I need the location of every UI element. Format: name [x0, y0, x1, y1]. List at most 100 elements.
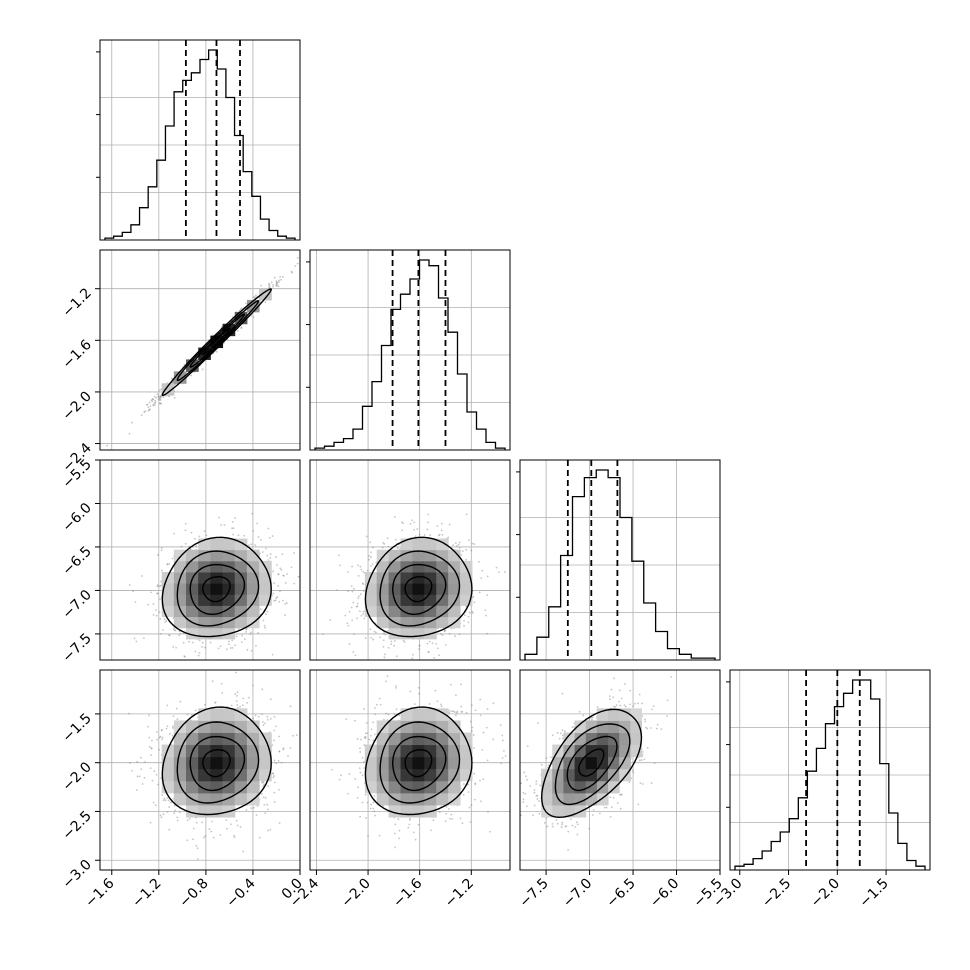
panel-frame — [309, 459, 511, 661]
density-cell — [161, 744, 175, 758]
x-tick-label: −2.5 — [759, 876, 794, 911]
density-cell — [619, 768, 631, 782]
density-cell — [186, 732, 199, 746]
density-cell — [173, 780, 187, 794]
density-cell — [173, 560, 187, 573]
density-cell — [585, 792, 598, 806]
density-cell — [541, 792, 553, 806]
density-cell — [412, 549, 425, 562]
density-cell — [412, 594, 425, 606]
density-cell — [400, 627, 413, 640]
contour-0.5-sigma — [201, 327, 231, 356]
density-cell — [222, 594, 236, 606]
density-cell — [210, 804, 224, 818]
density-cell — [412, 571, 425, 584]
density-cell — [412, 627, 425, 640]
y-tick-label: −1.5 — [59, 710, 94, 745]
density-cell — [222, 708, 236, 721]
panel-frame — [309, 669, 511, 871]
contour-1-sigma — [189, 313, 246, 368]
density-cell — [173, 616, 187, 629]
density-cell — [424, 780, 437, 794]
density-cell — [198, 571, 211, 584]
density-cell — [630, 720, 642, 733]
contour-0.5-sigma — [578, 748, 605, 777]
density-cell — [448, 583, 461, 595]
density-cell — [448, 594, 461, 606]
density-cell — [460, 571, 473, 584]
density-cell — [585, 756, 598, 770]
panel-frame — [309, 249, 511, 451]
x-tick-label: −0.8 — [176, 876, 211, 911]
density-cell — [198, 756, 211, 770]
density-cell — [630, 732, 642, 746]
density-cell — [186, 583, 199, 595]
density-cell — [574, 744, 587, 758]
density-cell — [574, 732, 587, 746]
panel-frame — [519, 669, 721, 871]
contour-1.5-sigma — [176, 721, 260, 804]
density-cell — [234, 792, 248, 806]
density-cell — [234, 571, 248, 584]
density-cell — [585, 744, 598, 758]
density-cell — [412, 605, 425, 618]
x-tick-label: −2.0 — [339, 876, 374, 911]
density-cell — [388, 780, 402, 794]
density-cell — [173, 768, 187, 782]
density-cell — [246, 780, 260, 794]
panel-frame — [99, 669, 301, 871]
density-cell — [436, 732, 449, 746]
density-cell — [541, 780, 553, 794]
density-cell — [210, 583, 224, 595]
density-cell — [222, 571, 236, 584]
density-cell — [412, 756, 425, 770]
density-cell — [246, 571, 260, 584]
density-cell — [400, 768, 413, 782]
density-cell — [222, 605, 236, 618]
density-cell — [210, 744, 224, 758]
density-cell — [376, 605, 390, 618]
density-cell — [234, 583, 248, 595]
density-cell — [436, 780, 449, 794]
density-cell — [436, 616, 449, 629]
density-cell — [608, 720, 620, 733]
x-tick-label: −7.0 — [560, 876, 595, 911]
x-tick-label: −1.2 — [129, 876, 164, 911]
density-cell — [619, 720, 631, 733]
density-cell — [210, 549, 224, 562]
panel-frame — [99, 249, 301, 451]
y-tick-label: −1.6 — [59, 337, 94, 372]
density-cell — [376, 756, 390, 770]
scatter-panel-2-0 — [99, 459, 301, 661]
density-cell — [400, 605, 413, 618]
density-cell — [424, 756, 437, 770]
density-cell — [376, 616, 390, 629]
density-cell — [222, 549, 236, 562]
density-cell — [186, 804, 199, 818]
density-cell — [436, 605, 449, 618]
density-cell — [259, 594, 272, 606]
density-cell — [376, 583, 390, 595]
density-cell — [563, 732, 576, 746]
density-cell — [186, 627, 199, 640]
density-cell — [234, 549, 248, 562]
contour-2-sigma — [364, 536, 473, 638]
contour-2-sigma — [540, 708, 643, 819]
density-cell — [376, 792, 390, 806]
density-cell — [388, 560, 402, 573]
panel-frame — [99, 39, 301, 241]
density-cell — [246, 768, 260, 782]
density-cell — [173, 594, 187, 606]
density-cell — [222, 616, 236, 629]
density-cell — [585, 732, 598, 746]
scatter-panel-3-2 — [519, 669, 721, 871]
x-tick-label: −6.5 — [604, 876, 639, 911]
density-cell — [552, 804, 564, 818]
x-tick-label: −1.2 — [442, 876, 477, 911]
density-cell — [364, 768, 378, 782]
x-tick-label: −0.4 — [223, 875, 258, 910]
contour-1-sigma — [391, 563, 447, 616]
density-cell — [234, 768, 248, 782]
density-cell — [400, 756, 413, 770]
density-cell — [210, 720, 224, 733]
